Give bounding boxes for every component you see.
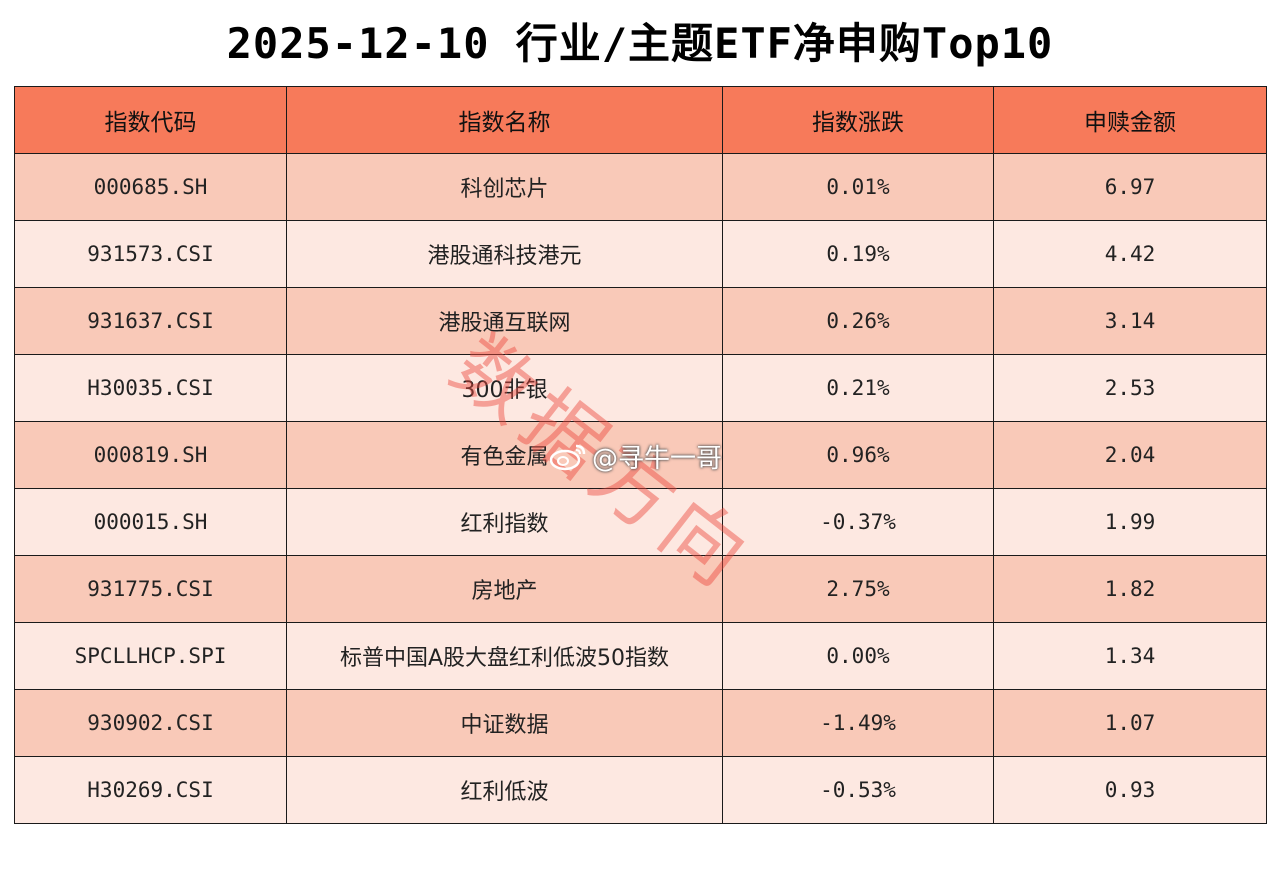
- table-row: H30269.CSI 红利低波 -0.53% 0.93: [14, 756, 1267, 824]
- cell-index-name: 房地产: [286, 555, 723, 623]
- cell-index-change: 0.96%: [722, 421, 994, 489]
- cell-index-name: 标普中国A股大盘红利低波50指数: [286, 622, 723, 690]
- cell-index-name: 红利指数: [286, 488, 723, 556]
- table-row: 000819.SH 有色金属 0.96% 2.04: [14, 421, 1267, 489]
- cell-index-change: 0.00%: [722, 622, 994, 690]
- table-row: SPCLLHCP.SPI 标普中国A股大盘红利低波50指数 0.00% 1.34: [14, 622, 1267, 690]
- cell-net-amount: 1.82: [993, 555, 1267, 623]
- cell-index-code: 000819.SH: [14, 421, 287, 489]
- cell-index-change: 0.19%: [722, 220, 994, 288]
- table-row: 000015.SH 红利指数 -0.37% 1.99: [14, 488, 1267, 556]
- cell-net-amount: 0.93: [993, 756, 1267, 824]
- table-row: 931573.CSI 港股通科技港元 0.19% 4.42: [14, 220, 1267, 288]
- cell-index-name: 中证数据: [286, 689, 723, 757]
- header-index-code: 指数代码: [14, 86, 287, 154]
- cell-net-amount: 1.34: [993, 622, 1267, 690]
- cell-net-amount: 1.99: [993, 488, 1267, 556]
- cell-net-amount: 1.07: [993, 689, 1267, 757]
- cell-index-name: 红利低波: [286, 756, 723, 824]
- cell-index-code: H30269.CSI: [14, 756, 287, 824]
- cell-index-change: 0.01%: [722, 153, 994, 221]
- cell-index-code: 931775.CSI: [14, 555, 287, 623]
- table-row: H30035.CSI 300非银 0.21% 2.53: [14, 354, 1267, 422]
- cell-index-code: 000015.SH: [14, 488, 287, 556]
- table-row: 000685.SH 科创芯片 0.01% 6.97: [14, 153, 1267, 221]
- cell-index-name: 有色金属: [286, 421, 723, 489]
- cell-index-code: 931637.CSI: [14, 287, 287, 355]
- cell-index-change: -1.49%: [722, 689, 994, 757]
- cell-index-name: 港股通科技港元: [286, 220, 723, 288]
- cell-index-name: 300非银: [286, 354, 723, 422]
- cell-index-code: 000685.SH: [14, 153, 287, 221]
- cell-index-change: -0.37%: [722, 488, 994, 556]
- cell-index-change: -0.53%: [722, 756, 994, 824]
- header-index-change: 指数涨跌: [722, 86, 994, 154]
- cell-index-code: H30035.CSI: [14, 354, 287, 422]
- cell-index-change: 0.21%: [722, 354, 994, 422]
- table-row: 931775.CSI 房地产 2.75% 1.82: [14, 555, 1267, 623]
- table-row: 931637.CSI 港股通互联网 0.26% 3.14: [14, 287, 1267, 355]
- cell-net-amount: 2.53: [993, 354, 1267, 422]
- cell-index-code: 931573.CSI: [14, 220, 287, 288]
- cell-net-amount: 3.14: [993, 287, 1267, 355]
- cell-net-amount: 6.97: [993, 153, 1267, 221]
- header-index-name: 指数名称: [286, 86, 723, 154]
- cell-index-change: 2.75%: [722, 555, 994, 623]
- cell-net-amount: 2.04: [993, 421, 1267, 489]
- cell-index-name: 科创芯片: [286, 153, 723, 221]
- cell-net-amount: 4.42: [993, 220, 1267, 288]
- cell-index-code: 930902.CSI: [14, 689, 287, 757]
- cell-index-change: 0.26%: [722, 287, 994, 355]
- cell-index-code: SPCLLHCP.SPI: [14, 622, 287, 690]
- table-row: 930902.CSI 中证数据 -1.49% 1.07: [14, 689, 1267, 757]
- table-header-row: 指数代码 指数名称 指数涨跌 申赎金额: [14, 86, 1267, 154]
- cell-index-name: 港股通互联网: [286, 287, 723, 355]
- page-title: 2025-12-10 行业/主题ETF净申购Top10: [226, 19, 1054, 68]
- etf-table: 指数代码 指数名称 指数涨跌 申赎金额 000685.SH 科创芯片 0.01% 6.…: [14, 86, 1267, 824]
- header-net-amount: 申赎金额: [993, 86, 1267, 154]
